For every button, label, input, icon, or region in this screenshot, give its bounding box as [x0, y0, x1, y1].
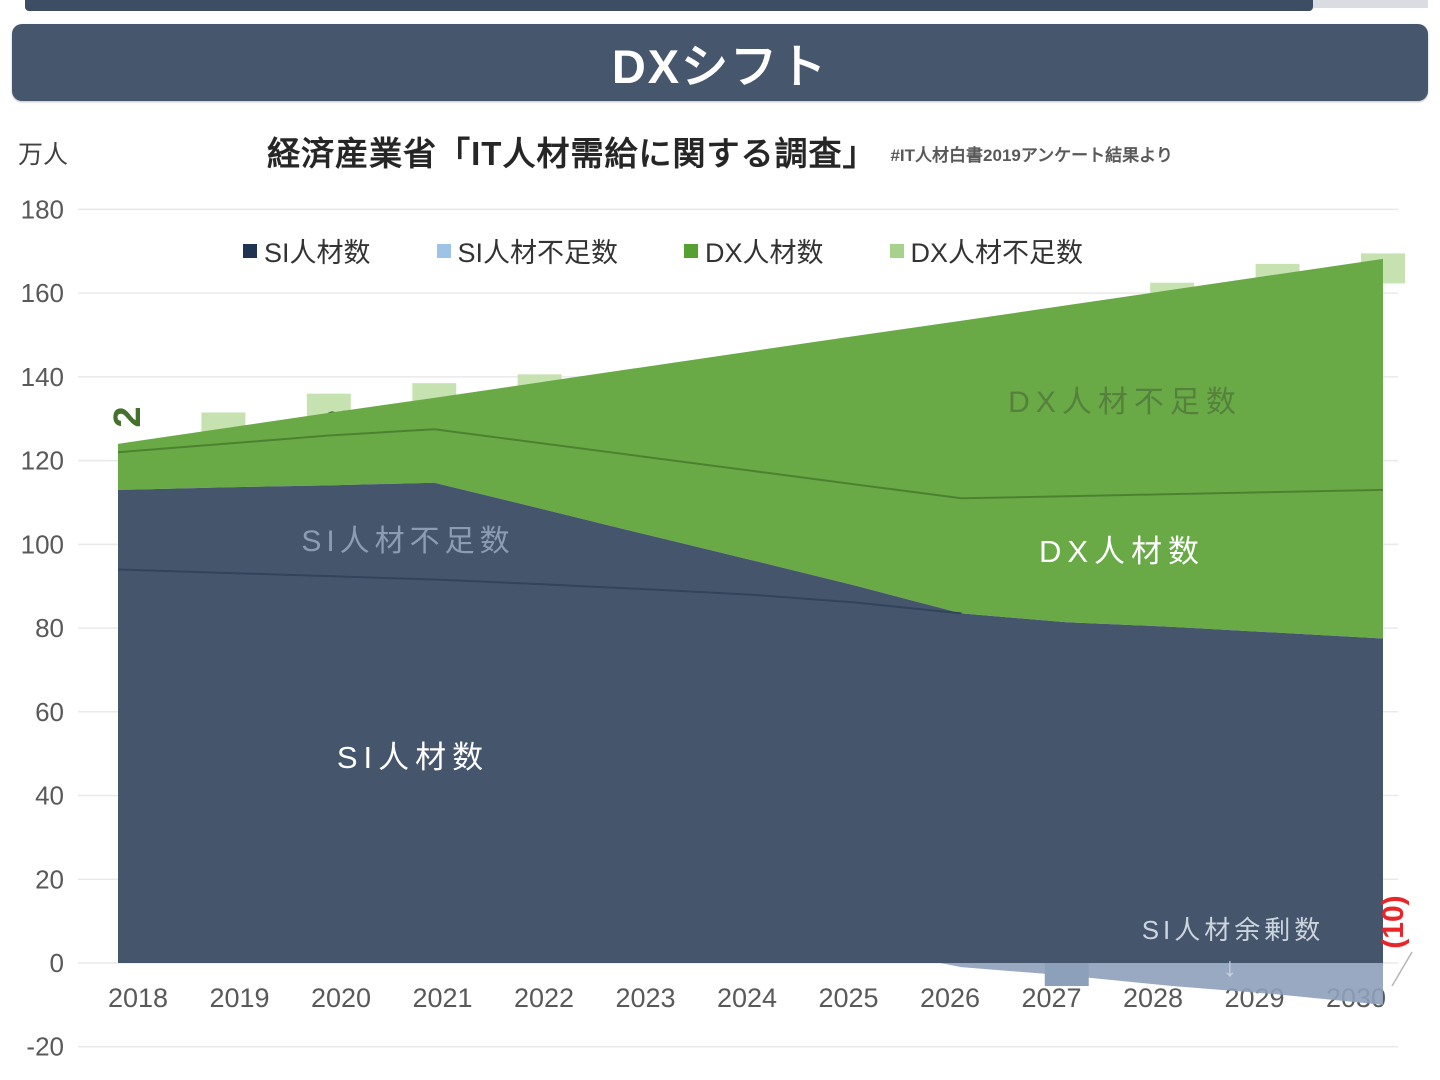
legend-swatch-icon — [684, 243, 699, 258]
x-tick-label: 2024 — [717, 983, 777, 1013]
dx-shortage-area-label: DX人材不足数 — [1008, 386, 1242, 419]
y-tick-label: 100 — [21, 529, 64, 559]
legend-swatch-icon — [889, 243, 904, 258]
dx-count-area-label: DX人材数 — [1039, 534, 1205, 569]
y-axis-unit-label: 万人 — [18, 141, 68, 169]
si-surplus-area-label: SI人材余剰数 — [1142, 915, 1325, 945]
si-surplus-arrow: ↓ — [1223, 952, 1237, 982]
legend-item-3: DX人材不足数 — [889, 231, 1084, 270]
legend-item-2: DX人材数 — [684, 231, 824, 270]
si-surplus-wedge — [940, 963, 1383, 1005]
y-tick-label: 140 — [21, 362, 64, 392]
x-tick-label: 2019 — [209, 983, 269, 1013]
x-tick-label: 2027 — [1021, 983, 1081, 1013]
legend-item-1: SI人材不足数 — [436, 231, 619, 270]
title-bar: DXシフト — [12, 24, 1428, 101]
legend-label: SI人材不足数 — [457, 238, 619, 268]
y-tick-label: 180 — [21, 194, 64, 224]
y-tick-label: 160 — [21, 278, 64, 308]
y-tick-label: -20 — [26, 1032, 64, 1062]
x-tick-label: 2020 — [311, 983, 371, 1013]
si-count-area-label: SI人材数 — [337, 740, 489, 775]
x-tick-label: 2018 — [108, 983, 168, 1013]
legend-label: DX人材不足数 — [910, 238, 1084, 268]
si-count-boundary-line — [117, 568, 962, 615]
y-tick-label: 60 — [35, 697, 64, 727]
legend-item-0: SI人材数 — [243, 231, 371, 270]
legend-swatch-icon — [243, 243, 257, 258]
dx-count-boundary-line — [117, 428, 1384, 500]
y-tick-label: 20 — [35, 864, 64, 894]
legend-label: SI人材数 — [264, 238, 371, 268]
surplus-label-leader-line — [1391, 951, 1413, 987]
dx-area — [118, 258, 1383, 639]
legend-swatch-icon — [436, 243, 451, 258]
dx-shortage-2018-value: 2 — [107, 406, 149, 427]
x-tick-label: 2026 — [920, 983, 980, 1013]
page-title: DXシフト — [611, 40, 829, 93]
si-area — [118, 482, 1383, 963]
x-tick-label: 2023 — [615, 983, 675, 1013]
top-accent-strip — [25, 0, 1313, 11]
y-tick-label: 120 — [21, 446, 64, 476]
si-shortage-area-label: SI人材不足数 — [301, 525, 514, 558]
si-surplus-2030-value: (10) — [1377, 895, 1410, 948]
chart-legend: SI人材数 SI人材不足数 DX人材数 DX人材不足数 — [243, 231, 1083, 270]
y-tick-label: 80 — [35, 613, 64, 643]
top-accent-strip-light — [1313, 0, 1428, 8]
y-tick-label: 40 — [35, 781, 64, 811]
legend-label: DX人材数 — [705, 238, 824, 268]
x-tick-label: 2028 — [1123, 983, 1183, 1013]
x-tick-label: 2022 — [514, 983, 574, 1013]
y-tick-label: 0 — [50, 948, 64, 978]
x-tick-label: 2021 — [412, 983, 472, 1013]
x-tick-label: 2025 — [818, 983, 878, 1013]
